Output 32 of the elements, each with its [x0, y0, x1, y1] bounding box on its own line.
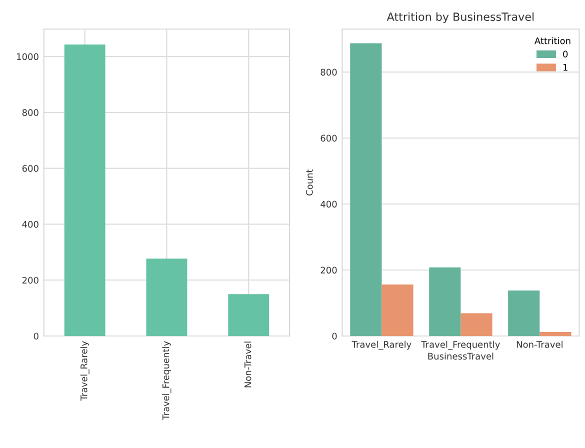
y-tick-label: 0: [332, 332, 337, 340]
bar: [146, 258, 188, 336]
bar: [64, 44, 106, 336]
y-tick-label: 1000: [17, 53, 38, 60]
bar: [508, 290, 540, 336]
bar: [429, 267, 461, 336]
bar: [540, 332, 572, 336]
x-axis-title: BusinessTravel: [428, 352, 494, 360]
x-tick-label: Travel_Frequently: [421, 340, 500, 350]
legend-label: 0: [563, 50, 568, 58]
y-tick-label: 600: [320, 134, 337, 142]
y-tick-label: 800: [320, 68, 337, 76]
y-tick-label: 400: [320, 200, 337, 208]
legend-title: Attrition: [534, 37, 570, 44]
y-tick-label: 400: [22, 220, 38, 228]
y-tick-label: 200: [22, 276, 38, 284]
chart-title: Attrition by BusinessTravel: [386, 12, 534, 24]
y-tick-label: 600: [22, 165, 38, 172]
y-tick-label: 200: [320, 266, 337, 274]
bar: [228, 294, 270, 336]
x-tick-label: Non-Travel: [516, 340, 562, 348]
x-tick-label: Travel_Rarely: [80, 341, 90, 401]
y-axis-title: Count: [306, 169, 313, 196]
bar: [382, 284, 414, 336]
y-tick-label: 0: [34, 332, 38, 340]
bar: [350, 43, 382, 336]
x-tick-label: Non-Travel: [244, 342, 252, 388]
bar: [460, 313, 492, 336]
x-tick-label: Travel_Rarely: [352, 340, 412, 350]
y-tick-label: 800: [22, 109, 38, 116]
legend-label: 1: [563, 64, 568, 71]
x-tick-label: Travel_Frequently: [162, 341, 172, 420]
